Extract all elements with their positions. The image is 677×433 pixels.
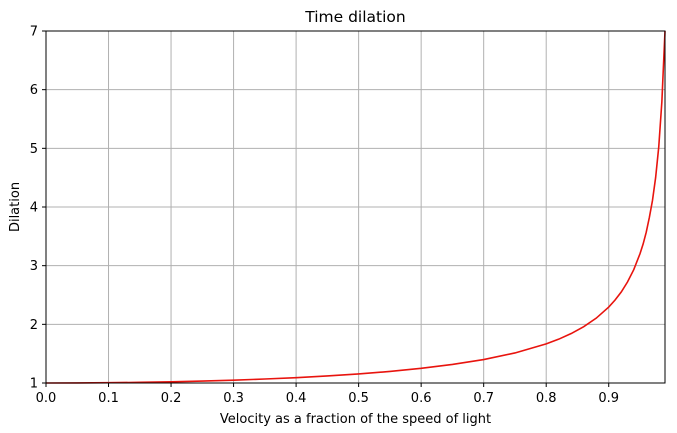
y-tick-label: 1	[30, 377, 38, 392]
x-tick-label: 0.8	[536, 391, 557, 406]
y-tick-label: 4	[30, 201, 38, 216]
y-tick-label: 3	[30, 259, 38, 274]
y-tick-label: 6	[30, 83, 38, 98]
x-tick-label: 0.6	[411, 391, 432, 406]
x-tick-label: 0.3	[223, 391, 244, 406]
y-tick-label: 5	[30, 142, 38, 157]
x-tick-label: 0.2	[161, 391, 182, 406]
x-tick-label: 0.4	[286, 391, 307, 406]
x-tick-label: 0.5	[348, 391, 369, 406]
y-tick-label: 7	[30, 25, 38, 40]
x-tick-label: 0.1	[98, 391, 119, 406]
x-tick-label: 0.0	[36, 391, 57, 406]
y-axis-label: Dilation	[8, 182, 23, 232]
y-tick-label: 2	[30, 318, 38, 333]
dilation-series-line	[45, 30, 666, 384]
grid-layer	[45, 30, 665, 384]
x-tick-label: 0.9	[598, 391, 619, 406]
x-tick-label: 0.7	[473, 391, 494, 406]
tick-layer: 0.0 0.1 0.2 0.3 0.4 0.5 0.6 0.7 0.8 0.9 1 2 3 4 5 6 7	[30, 25, 619, 407]
x-axis-label: Velocity as a fraction of the speed of l…	[220, 412, 491, 427]
chart-title: Time dilation	[304, 8, 406, 26]
